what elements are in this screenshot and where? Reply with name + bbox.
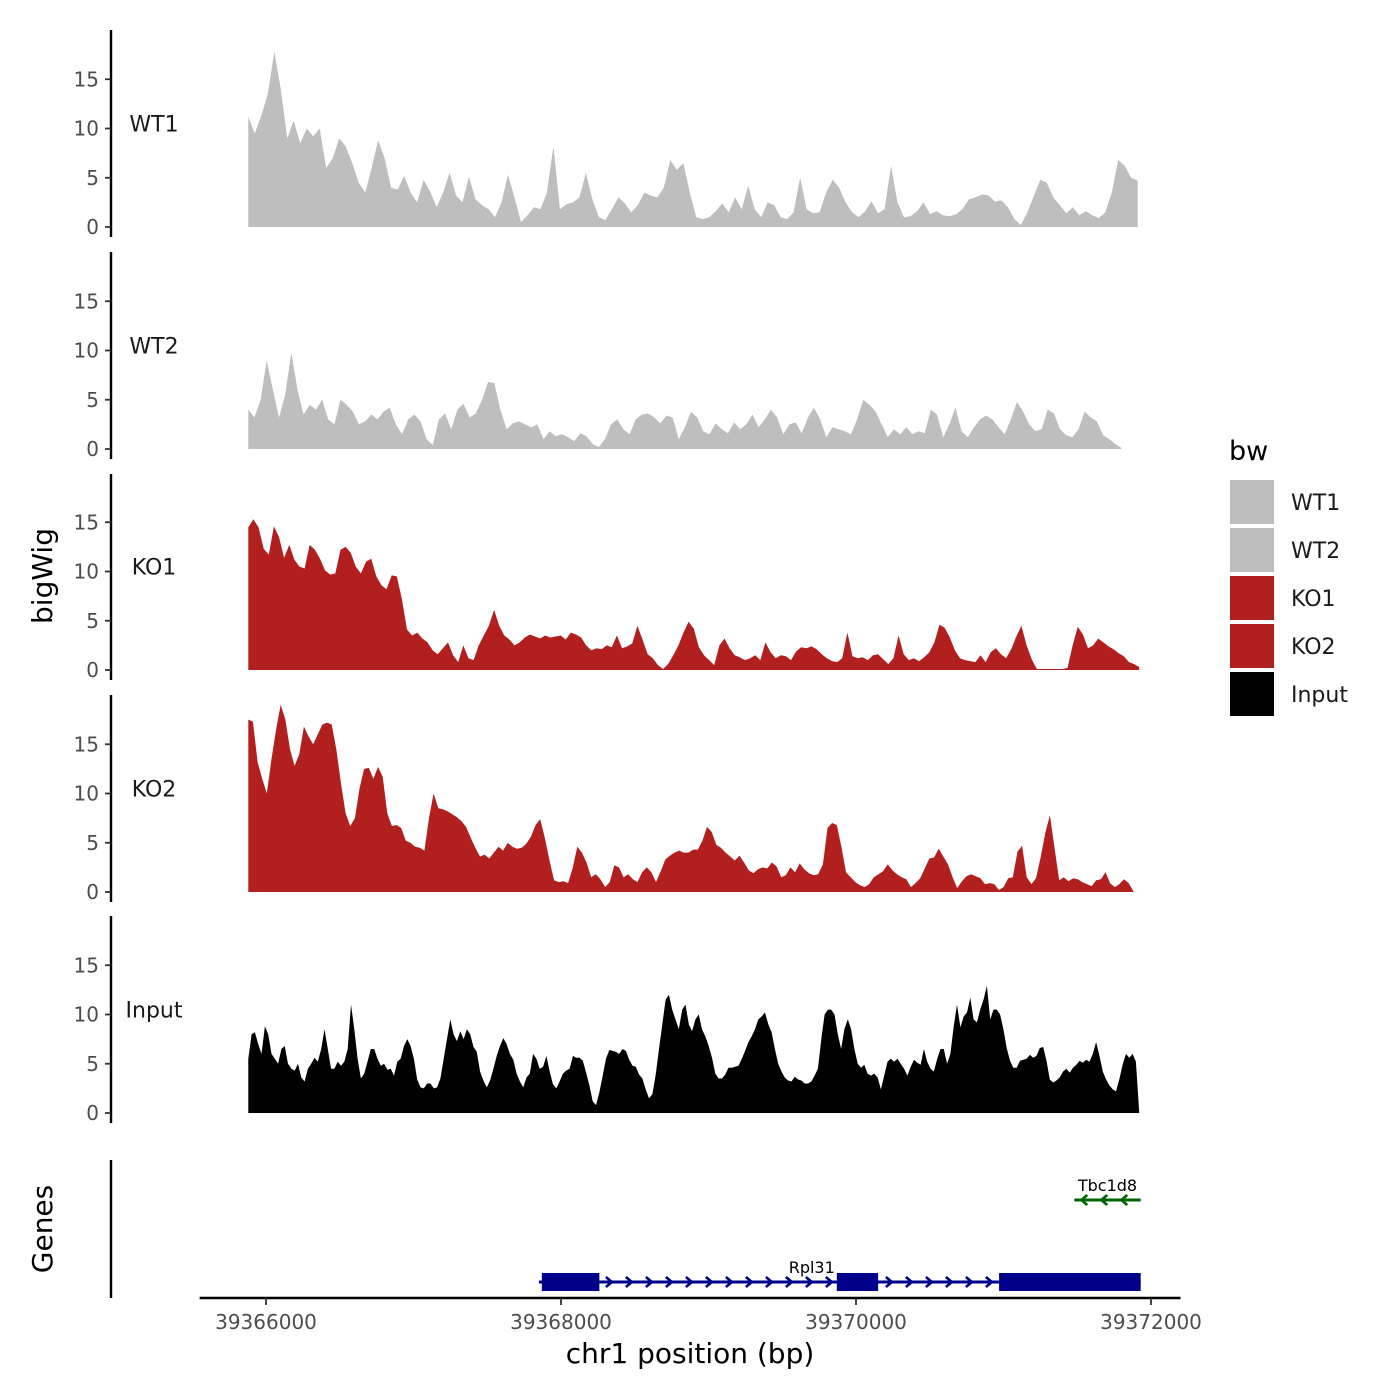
y-tick-label: 15 <box>74 953 99 977</box>
gene-label: Tbc1d8 <box>1077 1176 1137 1195</box>
strand-arrow <box>685 1276 694 1288</box>
y-tick-label: 15 <box>74 289 99 313</box>
exon <box>836 1273 879 1291</box>
y-tick-label: 0 <box>86 437 99 461</box>
genes-track: Rpl31 Tbc1d8 <box>109 1160 1141 1298</box>
area-wt2 <box>248 352 1122 449</box>
area-input <box>248 985 1140 1113</box>
area-wt1 <box>248 51 1138 228</box>
strand-arrow <box>885 1276 894 1288</box>
strand-arrow <box>725 1276 734 1288</box>
y-tick-label: 10 <box>74 339 99 363</box>
y-tick-label: 15 <box>74 67 99 91</box>
legend-swatch-ko2 <box>1230 624 1274 668</box>
legend-label: KO2 <box>1291 635 1336 660</box>
legend: bw WT1 WT2 KO1 KO2 Input <box>1229 436 1348 716</box>
legend-label: Input <box>1291 683 1348 708</box>
legend-swatch-input <box>1230 672 1274 716</box>
x-tick-label: 39372000 <box>1100 1310 1202 1334</box>
y-tick-label: 0 <box>86 880 99 904</box>
track-wt2: 0 5 10 15 WT2 <box>74 252 1122 461</box>
strand-arrow <box>805 1276 814 1288</box>
strand-arrow <box>765 1276 774 1288</box>
y-tick-label: 5 <box>86 1052 99 1076</box>
legend-swatch-ko1 <box>1230 576 1274 620</box>
tracks-group: 0 5 10 15 WT1 0 5 10 15 WT2 0 5 10 15 KO1 0 5 10 15 KO2 0 5 10… <box>74 30 1140 1125</box>
y-tick-label: 15 <box>74 732 99 756</box>
y-tick-label: 5 <box>86 388 99 412</box>
track-ko2: 0 5 10 15 KO2 <box>74 695 1134 904</box>
x-axis-title: chr1 position (bp) <box>566 1337 815 1370</box>
track-label: KO1 <box>132 556 177 581</box>
legend-label: WT1 <box>1291 491 1340 516</box>
y-axis-title: bigWig <box>26 528 59 624</box>
track-label: Input <box>126 999 183 1024</box>
x-axis: 39366000 39368000 39370000 39372000 <box>199 1296 1202 1334</box>
strand-arrow <box>605 1276 614 1288</box>
exon <box>541 1273 600 1291</box>
y-tick-label: 0 <box>86 658 99 682</box>
gene-rpl31: Rpl31 <box>538 1258 1141 1291</box>
strand-arrow <box>825 1276 834 1288</box>
area-ko2 <box>248 704 1134 892</box>
strand-arrow <box>645 1276 654 1288</box>
gene-tbc1d8: Tbc1d8 <box>1074 1176 1141 1206</box>
x-tick-label: 39368000 <box>510 1310 612 1334</box>
track-label: KO2 <box>132 778 177 803</box>
strand-arrow <box>745 1276 754 1288</box>
strand-arrow <box>945 1276 954 1288</box>
y-tick-label: 10 <box>74 1003 99 1027</box>
strand-arrow <box>925 1276 934 1288</box>
y-tick-label: 5 <box>86 831 99 855</box>
y-tick-label: 10 <box>74 560 99 584</box>
legend-swatch-wt2 <box>1230 528 1274 572</box>
strand-arrow <box>785 1276 794 1288</box>
legend-label: WT2 <box>1291 539 1340 564</box>
strand-arrow <box>1079 1194 1089 1206</box>
area-ko1 <box>248 519 1140 670</box>
y-tick-label: 0 <box>86 215 99 239</box>
x-tick-label: 39370000 <box>805 1310 907 1334</box>
strand-arrow <box>1119 1194 1129 1206</box>
y-tick-label: 5 <box>86 166 99 190</box>
legend-label: KO1 <box>1291 587 1336 612</box>
strand-arrow <box>1099 1194 1109 1206</box>
exon <box>999 1273 1141 1291</box>
gene-label: Rpl31 <box>789 1258 835 1277</box>
track-wt1: 0 5 10 15 WT1 <box>74 30 1138 239</box>
strand-arrow <box>625 1276 634 1288</box>
legend-title: bw <box>1229 436 1268 467</box>
x-tick-label: 39366000 <box>215 1310 317 1334</box>
y-tick-label: 10 <box>74 782 99 806</box>
y-tick-label: 10 <box>74 117 99 141</box>
strand-arrow <box>665 1276 674 1288</box>
legend-swatch-wt1 <box>1230 480 1274 524</box>
track-ko1: 0 5 10 15 KO1 <box>74 474 1140 682</box>
y-tick-label: 15 <box>74 510 99 534</box>
genes-axis-title: Genes <box>26 1185 59 1273</box>
strand-arrow <box>965 1276 974 1288</box>
strand-arrow <box>905 1276 914 1288</box>
track-label: WT1 <box>129 113 178 138</box>
strand-arrow <box>985 1276 994 1288</box>
y-tick-label: 5 <box>86 609 99 633</box>
strand-arrow <box>705 1276 714 1288</box>
track-input: 0 5 10 15 Input <box>74 916 1140 1125</box>
y-tick-label: 0 <box>86 1101 99 1125</box>
track-label: WT2 <box>129 335 178 360</box>
